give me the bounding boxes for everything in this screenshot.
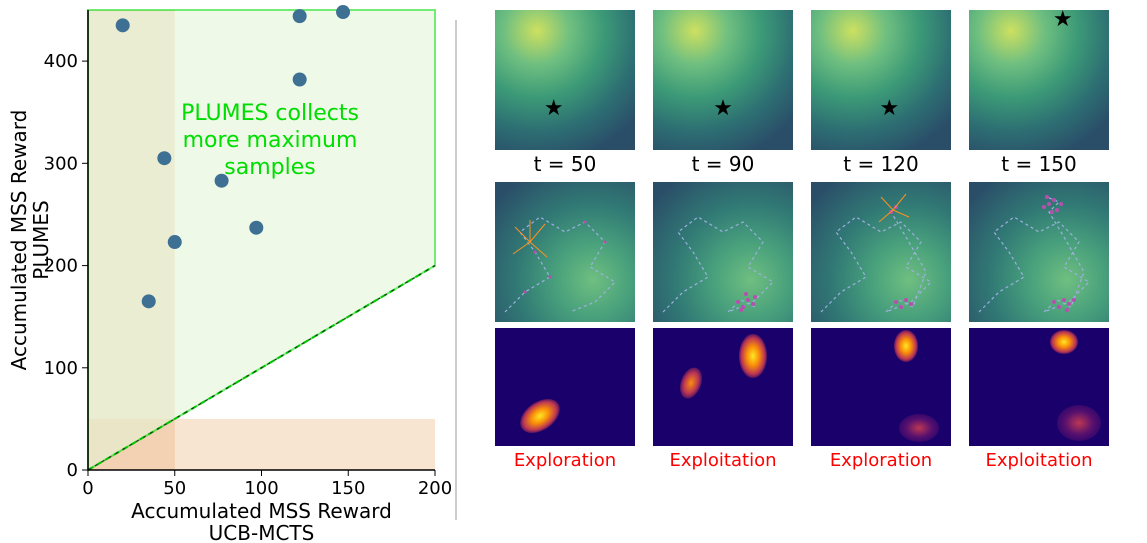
ylabel-l1: Accumulated MSS Reward	[7, 110, 31, 371]
phase-label-0: Exploration	[514, 450, 616, 471]
ytick-0: 0	[67, 460, 78, 481]
heatmap-cell-r1c1: ★ t = 50	[495, 10, 635, 176]
max-star-icon: ★	[713, 98, 733, 120]
traj-map-t50	[495, 182, 635, 322]
heatmap-row-1: ★ t = 50 ★ t = 90 ★ t = 120 ★ t = 150	[482, 10, 1122, 176]
timestep-label-3: t = 150	[1001, 152, 1077, 176]
scatter-point	[116, 18, 130, 32]
plumes-region	[88, 10, 435, 470]
heatmap-cell-r3c4: Exploitation	[969, 328, 1109, 471]
heatmap-cell-r3c2: Exploitation	[653, 328, 793, 471]
traj-map-t120	[811, 182, 951, 322]
gp-field-t120: ★	[811, 10, 951, 150]
heatmap-cell-r2c4	[969, 182, 1109, 322]
reward-map-t50	[495, 328, 635, 446]
ytick-3: 300	[44, 153, 78, 174]
scatter-point	[142, 294, 156, 308]
phase-label-3: Exploitation	[985, 450, 1092, 471]
xlabel-l1: Accumulated MSS Reward	[131, 499, 392, 523]
annotation-l3: samples	[224, 155, 315, 180]
heatmap-cell-r2c2	[653, 182, 793, 322]
reward-map-t90	[653, 328, 793, 446]
gp-field-t50: ★	[495, 10, 635, 150]
max-star-icon: ★	[1053, 10, 1073, 31]
heatmap-cell-r1c3: ★ t = 120	[811, 10, 951, 176]
gp-field-t150: ★	[969, 10, 1109, 150]
xtick-3: 150	[331, 478, 365, 499]
heatmap-cell-r2c3	[811, 182, 951, 322]
scatter-chart: 0 50 100 150 200 0 100 200 300	[0, 0, 455, 543]
heatmap-row-2	[482, 182, 1122, 322]
phase-label-2: Exploration	[830, 450, 932, 471]
ylabel-l2: PLUMES	[29, 200, 53, 279]
scatter-point	[293, 9, 307, 23]
heatmap-cell-r3c1: Exploration	[495, 328, 635, 471]
timestep-label-0: t = 50	[534, 152, 597, 176]
scatter-point	[336, 5, 350, 19]
heatmap-cell-r2c1	[495, 182, 635, 322]
phase-label-1: Exploitation	[669, 450, 776, 471]
scatter-panel: 0 50 100 150 200 0 100 200 300	[0, 0, 455, 543]
timestep-label-2: t = 120	[843, 152, 919, 176]
heatmap-cell-r3c3: Exploration	[811, 328, 951, 471]
scatter-point	[157, 151, 171, 165]
annotation-l1: PLUMES collects	[181, 101, 359, 126]
heatmap-grid-panel: ★ t = 50 ★ t = 90 ★ t = 120 ★ t = 150	[457, 0, 1147, 543]
ytick-1: 100	[44, 358, 78, 379]
reward-map-t120	[811, 328, 951, 446]
scatter-point	[293, 73, 307, 87]
heatmap-row-3: Exploration Exploitation Exploration	[482, 328, 1122, 471]
xtick-1: 50	[163, 478, 186, 499]
timestep-label-1: t = 90	[692, 152, 755, 176]
reward-map-t150	[969, 328, 1109, 446]
scatter-point	[249, 221, 263, 235]
traj-map-t150	[969, 182, 1109, 322]
x-ticks: 0 50 100 150 200	[82, 470, 452, 499]
heatmap-cell-r1c2: ★ t = 90	[653, 10, 793, 176]
xtick-2: 100	[244, 478, 278, 499]
heatmap-cell-r1c4: ★ t = 150	[969, 10, 1109, 176]
max-star-icon: ★	[880, 98, 900, 120]
traj-map-t90	[653, 182, 793, 322]
scatter-point	[168, 235, 182, 249]
xtick-4: 200	[418, 478, 452, 499]
max-star-icon: ★	[544, 98, 564, 120]
annotation-l2: more maximum	[183, 128, 358, 153]
ytick-4: 400	[44, 51, 78, 72]
xlabel-l2: UCB-MCTS	[209, 521, 315, 543]
gp-field-t90: ★	[653, 10, 793, 150]
xtick-0: 0	[82, 478, 93, 499]
